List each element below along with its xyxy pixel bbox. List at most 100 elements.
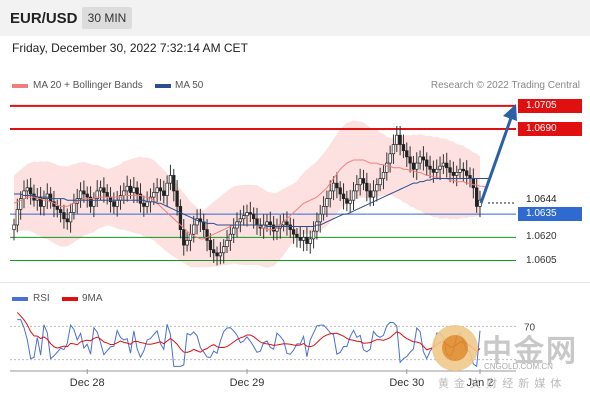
candle-body [168, 175, 173, 184]
forecast-arrow-head [503, 104, 517, 121]
rsi-legend-label: RSI [33, 293, 50, 304]
candle-body [82, 190, 86, 195]
candle-body [222, 246, 226, 254]
candle-body [175, 190, 179, 207]
candle-body [291, 229, 296, 235]
timeframe-button[interactable]: 30 MIN [82, 7, 132, 29]
candle-body [45, 193, 49, 199]
candle-body [192, 224, 196, 235]
candle-body [115, 199, 119, 207]
candle-body [178, 206, 183, 230]
ma20-swatch [12, 84, 28, 88]
candle-body [208, 240, 213, 251]
rsi-line [17, 319, 481, 368]
rsi-70-label: 70 [524, 322, 536, 333]
x-axis: Dec 28 Dec 29 Dec 30 Jan 2 [10, 369, 516, 389]
candle-body [398, 134, 402, 145]
candle-body [461, 168, 466, 172]
candle-body [128, 185, 133, 193]
watermark-logo-inner [442, 335, 468, 361]
candle-body [418, 156, 422, 164]
ma9-swatch [62, 297, 78, 301]
candle-body [205, 229, 209, 241]
candle-body [305, 236, 309, 244]
rsi-swatch [12, 297, 28, 301]
candle-body [465, 170, 469, 176]
candle-body [85, 193, 89, 198]
candle-body [288, 224, 292, 230]
x-tick-label: Dec 30 [389, 377, 424, 389]
bollinger-band [14, 120, 480, 268]
candle-body [245, 212, 249, 217]
candle-body [25, 187, 29, 192]
candle-body [42, 198, 46, 207]
candle-body [105, 192, 109, 198]
candle-body [391, 144, 396, 155]
level-label-1.0635: 1.0635 [518, 207, 582, 222]
candle-body [325, 198, 329, 207]
candle-body [328, 190, 332, 199]
level-label-1.0605: 1.0605 [526, 254, 557, 266]
ma9-legend-label: 9MA [82, 293, 103, 304]
candle-body [15, 209, 19, 226]
ma50-swatch [155, 84, 171, 88]
candle-body [388, 153, 392, 164]
candle-body [185, 240, 189, 246]
candle-body [435, 168, 439, 173]
watermark-brand: 中金网 [482, 335, 578, 368]
ma50-legend-label: MA 50 [175, 80, 204, 91]
ma50-line [14, 178, 490, 227]
candle-body [408, 156, 412, 164]
candle-body [268, 221, 272, 226]
candle-body [95, 190, 99, 199]
price-levels [10, 104, 516, 262]
header-bar: EUR/USD 30 MIN [0, 0, 590, 36]
candle-body [138, 193, 143, 204]
candle-body [218, 252, 223, 257]
candle-body [338, 187, 342, 195]
candle-body [215, 252, 219, 257]
candle-body [395, 134, 399, 145]
candle-body [252, 213, 256, 220]
candle-body [478, 199, 482, 207]
candle-body [202, 221, 206, 230]
candle-body [155, 187, 159, 193]
candle-body [285, 221, 289, 226]
candle-body [428, 165, 432, 170]
research-credit: Research © 2022 Trading Central [430, 80, 580, 91]
candle-body [78, 190, 83, 199]
watermark-logo [432, 325, 478, 371]
candle-body [182, 229, 186, 246]
candle-body [351, 190, 356, 201]
level-label-1.0690: 1.0690 [518, 122, 582, 137]
candle-body [232, 227, 236, 235]
candle-body [421, 156, 426, 161]
candle-body [225, 240, 229, 247]
candle-body [195, 218, 199, 226]
level-label-1.0620: 1.0620 [526, 231, 557, 243]
candle-body [162, 190, 166, 196]
candle-body [145, 201, 149, 207]
candle-body [335, 182, 339, 189]
candle-body [55, 206, 59, 210]
candle-body [242, 215, 246, 220]
candle-body [98, 187, 103, 192]
candle-body [172, 175, 176, 192]
candle-body [318, 213, 322, 223]
candle-body [371, 190, 376, 198]
candle-body [358, 178, 362, 186]
x-tick-label: Dec 28 [70, 377, 105, 389]
candle-body [385, 162, 389, 173]
candle-body [212, 249, 216, 254]
candle-body [142, 202, 146, 207]
watermark-slogan: 黄 金 文 财 经 新 媒 体 [438, 378, 563, 390]
instrument-label: EUR/USD [10, 10, 78, 27]
candle-body [441, 162, 446, 167]
candle-body [28, 187, 33, 195]
candle-body [65, 218, 69, 223]
candle-body [471, 178, 475, 189]
candle-body [401, 144, 406, 152]
candle-body [405, 150, 409, 158]
x-tick-label: Jan 2 [467, 377, 494, 389]
